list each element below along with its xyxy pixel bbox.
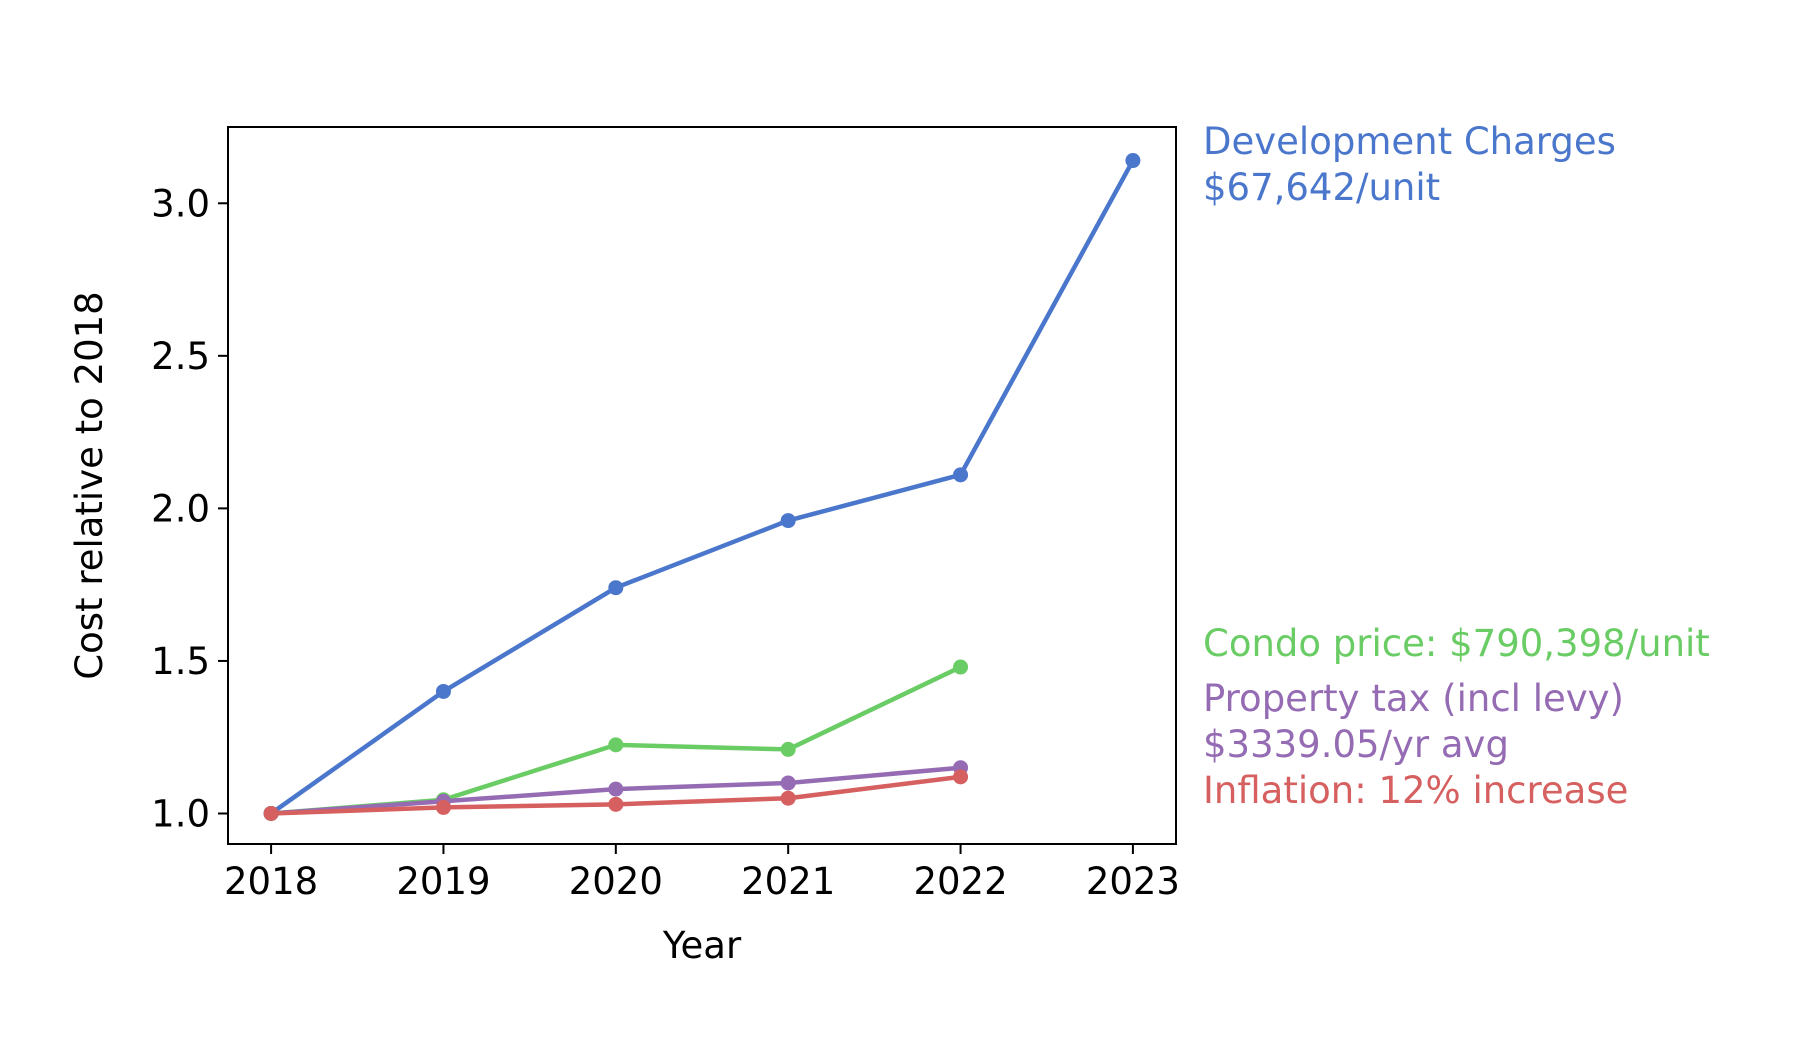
y-axis-label: Cost relative to 2018 (68, 291, 111, 679)
plot-frame (227, 126, 1177, 845)
data-point-condo_price (780, 741, 796, 757)
x-axis-ticks: 2018 2019 2020 2021 2022 2023 (224, 844, 1180, 903)
x-tick-label: 2019 (396, 860, 490, 903)
data-point-inflation (608, 796, 624, 812)
x-tick-label: 2023 (1086, 860, 1180, 903)
x-tick-label: 2021 (741, 860, 835, 903)
series-annotations: Development Charges$67,642/unit Condo pri… (1203, 120, 1710, 812)
y-tick-label: 3.0 (151, 182, 210, 225)
annotation-text: $67,642/unit (1203, 166, 1440, 209)
data-point-inflation (953, 769, 969, 785)
data-point-development_charges (435, 683, 451, 699)
annotation-condo_price: Condo price: $790,398/unit (1203, 622, 1710, 665)
annotation-property_tax: Property tax (incl levy)$3339.05/yr avg (1203, 677, 1624, 766)
series-inflation (263, 769, 969, 821)
data-point-property_tax (608, 781, 624, 797)
data-point-development_charges (780, 513, 796, 529)
y-tick-label: 1.5 (151, 640, 210, 683)
data-point-development_charges (608, 580, 624, 596)
data-point-inflation (263, 805, 279, 821)
y-tick-label: 2.0 (151, 487, 210, 530)
annotation-inflation: Inflation: 12% increase (1203, 769, 1628, 812)
x-axis-label: Year (662, 924, 742, 967)
x-tick-label: 2022 (913, 860, 1007, 903)
annotation-text: Property tax (incl levy) (1203, 677, 1624, 720)
data-point-inflation (435, 799, 451, 815)
data-point-property_tax (780, 775, 796, 791)
data-point-condo_price (608, 737, 624, 753)
annotation-text: Development Charges (1203, 120, 1616, 163)
data-point-development_charges (1125, 153, 1141, 169)
series-line-development_charges (268, 158, 1136, 816)
series-layer (263, 153, 1141, 821)
data-point-condo_price (953, 659, 969, 675)
x-tick-label: 2020 (569, 860, 663, 903)
annotation-development_charges: Development Charges$67,642/unit (1203, 120, 1616, 209)
data-point-development_charges (953, 467, 969, 483)
x-tick-label: 2018 (224, 860, 318, 903)
y-tick-label: 2.5 (151, 335, 210, 378)
annotation-text: Inflation: 12% increase (1203, 769, 1628, 812)
annotation-text: Condo price: $790,398/unit (1203, 622, 1710, 665)
annotation-text: $3339.05/yr avg (1203, 723, 1509, 766)
y-axis-ticks: 1.0 1.5 2.0 2.5 3.0 (151, 182, 228, 835)
y-tick-label: 1.0 (151, 792, 210, 835)
data-point-inflation (780, 790, 796, 806)
